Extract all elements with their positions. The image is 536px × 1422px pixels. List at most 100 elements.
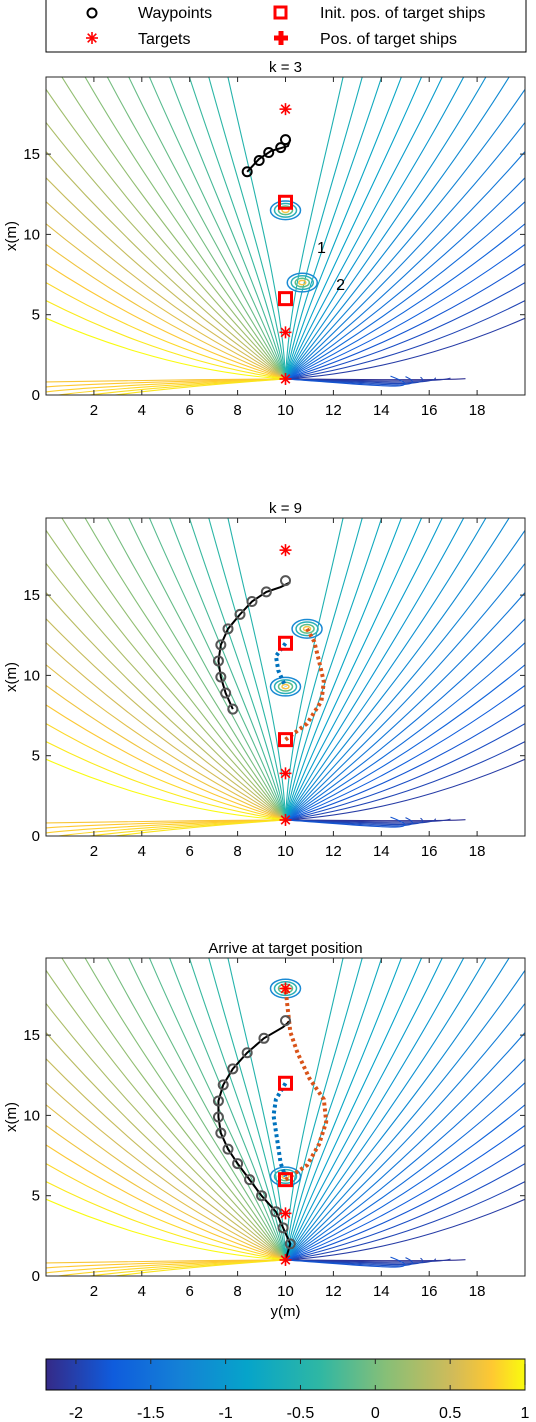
contour-lines — [46, 518, 525, 836]
contour-line — [285, 518, 510, 821]
y-axis-label: x(m) — [3, 662, 20, 692]
ship-contour-ring — [295, 621, 319, 637]
contour-line — [285, 1144, 525, 1261]
y-tick-label: 5 — [32, 1188, 40, 1205]
target-marker — [279, 372, 292, 385]
y-axis-label: x(m) — [3, 221, 20, 251]
contour-line — [285, 222, 525, 380]
panel-title: k = 9 — [269, 500, 302, 517]
contour-line — [84, 958, 286, 1261]
contour-line — [285, 77, 465, 380]
target-marker — [279, 326, 292, 339]
waypoint-marker — [227, 703, 239, 715]
ship-contour-ring — [291, 618, 323, 639]
init-position-marker — [278, 732, 293, 748]
asterisk-icon — [86, 32, 98, 44]
ship1-path — [271, 1082, 288, 1178]
contour-line — [285, 200, 525, 380]
contour-line — [111, 378, 286, 395]
x-tick-label: 6 — [186, 1283, 194, 1300]
contour-line — [169, 518, 287, 821]
ship2-path — [284, 627, 326, 742]
contour-line — [46, 1181, 286, 1261]
contour-line — [285, 1181, 525, 1261]
contour-line — [285, 816, 406, 828]
contour-lines — [46, 77, 525, 395]
ship-contour-ring — [273, 679, 298, 695]
colorbar-tick-label: 0 — [371, 1405, 380, 1422]
x-tick-label: 4 — [138, 402, 146, 419]
ship-contour — [269, 676, 302, 697]
ship-contour-ring — [290, 275, 315, 291]
waypoint-marker — [244, 1174, 256, 1186]
contour-line — [61, 518, 286, 821]
init-position-marker — [278, 635, 293, 651]
target-marker — [279, 813, 292, 826]
contour-line — [84, 518, 286, 821]
contour-line — [169, 77, 287, 380]
contour-line — [284, 958, 344, 1260]
panel-3: 2 4 6 8 10 12 14 16 18 0 5 10 15 Arrive at target pos… — [3, 940, 526, 1320]
x-tick-label: 8 — [233, 1283, 241, 1300]
contour-line — [188, 518, 287, 821]
waypoint-marker — [277, 1222, 289, 1234]
waypoint-marker — [212, 655, 224, 667]
colorbar-tick-label: 1 — [521, 1405, 530, 1422]
contour-line — [285, 263, 525, 380]
x-tick-label: 10 — [277, 1283, 294, 1300]
contour-line — [46, 969, 286, 1261]
ship-contour — [269, 200, 302, 221]
contour-line — [188, 958, 287, 1261]
contour-line — [46, 1162, 286, 1261]
contour-line — [106, 958, 286, 1261]
contour-line — [46, 1144, 286, 1261]
x-tick-label: 4 — [138, 1283, 146, 1300]
contour-line — [284, 77, 383, 380]
panel-title: Arrive at target position — [208, 940, 362, 957]
contour-line — [284, 518, 383, 821]
contour-line — [284, 958, 443, 1261]
contour-line — [111, 1259, 286, 1276]
colorbar-tick-label: 0.5 — [439, 1405, 461, 1422]
x-tick-label: 2 — [90, 1283, 98, 1300]
contour-line — [285, 704, 525, 821]
ship2-path — [283, 988, 329, 1182]
contour-line — [285, 641, 525, 821]
colorbar-tick-label: -2 — [69, 1405, 83, 1422]
waypoint-marker — [275, 142, 287, 154]
contour-line — [46, 243, 286, 380]
target-marker — [279, 103, 292, 116]
y-tick-label: 0 — [32, 1268, 40, 1285]
contour-line — [46, 88, 286, 380]
contour-line — [285, 1031, 525, 1261]
waypoint-marker — [241, 166, 253, 178]
waypoint-marker — [220, 687, 232, 699]
waypoint-marker — [227, 1063, 239, 1075]
ship-contour-ring — [294, 277, 311, 288]
waypoint-marker — [222, 1143, 234, 1155]
colorbar-tick-label: -1.5 — [137, 1405, 165, 1422]
contour-line — [284, 958, 423, 1261]
circle-icon — [86, 7, 98, 19]
contour-line — [46, 263, 286, 380]
contour-line — [285, 77, 510, 380]
x-tick-label: 10 — [277, 402, 294, 419]
contour-line — [285, 1002, 525, 1261]
waypoint-marker — [217, 1079, 229, 1091]
colorbar-tick-label: -1 — [219, 1405, 233, 1422]
contour-line — [61, 958, 286, 1261]
contour-line — [285, 300, 525, 380]
legend-label-pos-ships: Pos. of target ships — [320, 31, 457, 48]
waypoint-path — [217, 1019, 292, 1261]
contour-line — [285, 1081, 525, 1261]
contour-line — [285, 88, 525, 380]
contour-line — [227, 518, 287, 820]
contour-line — [285, 969, 525, 1261]
legend: Waypoints Init. pos. of target ships Tar… — [45, 0, 527, 53]
contour-line — [46, 176, 286, 380]
contour-line — [285, 958, 465, 1261]
contour-line — [285, 1124, 525, 1261]
contour-line — [46, 704, 286, 821]
contour-line — [285, 121, 525, 380]
